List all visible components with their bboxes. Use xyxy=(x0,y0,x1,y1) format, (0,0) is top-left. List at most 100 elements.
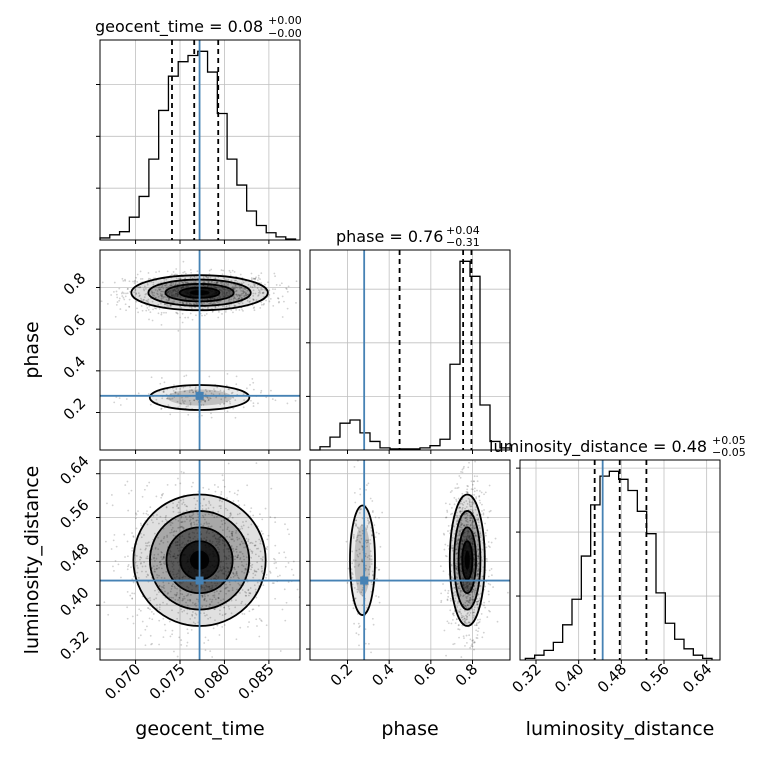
scatter-point xyxy=(483,509,485,511)
scatter-point xyxy=(143,296,146,299)
scatter-point xyxy=(188,516,191,518)
scatter-point xyxy=(245,556,248,559)
scatter-point xyxy=(247,538,250,541)
scatter-point xyxy=(257,291,260,294)
scatter-point xyxy=(209,397,212,400)
scatter-point xyxy=(364,552,367,555)
scatter-point xyxy=(468,583,470,586)
scatter-point xyxy=(478,527,481,530)
scatter-point xyxy=(211,588,213,591)
scatter-point xyxy=(226,548,228,550)
scatter-point xyxy=(196,519,198,522)
scatter-point xyxy=(189,277,192,279)
scatter-point xyxy=(260,619,262,622)
scatter-point xyxy=(234,555,237,558)
scatter-point xyxy=(194,389,197,392)
scatter-point xyxy=(366,545,369,548)
scatter-point xyxy=(138,294,141,297)
scatter-point xyxy=(221,542,224,545)
scatter-point xyxy=(361,560,364,563)
scatter-point xyxy=(471,643,473,646)
scatter-point xyxy=(153,291,155,294)
scatter-point xyxy=(176,273,179,276)
scatter-point xyxy=(167,285,170,288)
scatter-point xyxy=(135,293,138,296)
scatter-point xyxy=(230,392,233,395)
scatter-point xyxy=(252,576,255,579)
scatter-point xyxy=(226,410,229,413)
panel-frame xyxy=(99,39,301,241)
scatter-point xyxy=(153,532,156,535)
truth-marker xyxy=(195,391,204,400)
scatter-point xyxy=(159,515,162,518)
scatter-point xyxy=(446,599,449,602)
scatter-point xyxy=(129,594,132,597)
scatter-point xyxy=(370,560,373,563)
scatter-point xyxy=(162,391,165,393)
scatter-point xyxy=(456,487,459,490)
scatter-point xyxy=(456,557,458,560)
scatter-point xyxy=(455,511,458,514)
scatter-point xyxy=(252,298,255,301)
scatter-point xyxy=(178,535,181,538)
scatter-point xyxy=(200,606,202,609)
scatter-point xyxy=(453,496,456,499)
scatter-point xyxy=(215,281,218,284)
scatter-point xyxy=(176,295,179,298)
scatter-point xyxy=(162,295,165,298)
scatter-point xyxy=(462,603,465,606)
scatter-point xyxy=(245,291,247,294)
title-geocent-time-sup: +0.00 xyxy=(268,14,302,27)
scatter-point xyxy=(465,614,467,617)
scatter-point xyxy=(477,548,479,550)
scatter-point xyxy=(171,526,174,529)
scatter-point xyxy=(172,555,175,558)
scatter-point xyxy=(201,303,204,306)
scatter-point xyxy=(141,309,144,312)
scatter-point xyxy=(473,532,476,535)
scatter-point xyxy=(470,538,473,541)
scatter-point xyxy=(137,392,140,395)
scatter-point xyxy=(254,277,257,280)
scatter-point xyxy=(463,531,466,534)
scatter-point xyxy=(459,611,462,613)
scatter-point xyxy=(469,621,471,624)
scatter-point xyxy=(181,576,184,579)
scatter-point xyxy=(473,560,476,563)
scatter-point xyxy=(244,594,247,597)
scatter-point xyxy=(472,548,475,551)
scatter-point xyxy=(371,617,374,620)
scatter-point xyxy=(154,547,157,550)
scatter-point xyxy=(213,608,216,611)
scatter-point xyxy=(246,484,249,487)
scatter-point xyxy=(220,491,223,493)
scatter-point xyxy=(175,593,178,596)
scatter-point xyxy=(241,527,244,530)
scatter-point xyxy=(229,402,232,405)
scatter-point xyxy=(149,278,152,280)
scatter-point xyxy=(180,287,183,290)
scatter-point xyxy=(226,567,229,570)
scatter-point xyxy=(238,286,241,289)
scatter-point xyxy=(214,544,217,547)
scatter-point xyxy=(156,604,158,606)
scatter-point xyxy=(250,507,253,510)
scatter-point xyxy=(358,530,361,533)
scatter-point xyxy=(486,560,488,563)
scatter-point xyxy=(219,389,222,392)
scatter-point xyxy=(131,549,134,552)
scatter-point xyxy=(118,299,121,302)
scatter-point xyxy=(168,299,170,302)
scatter-point xyxy=(147,513,149,516)
scatter-point xyxy=(352,607,355,610)
scatter-point xyxy=(178,543,181,546)
scatter-point xyxy=(203,581,206,584)
scatter-point xyxy=(223,606,226,609)
density-level xyxy=(354,524,371,596)
scatter-point xyxy=(477,562,479,565)
scatter-point xyxy=(160,297,163,300)
scatter-point xyxy=(169,393,172,395)
scatter-point xyxy=(176,294,179,297)
title-luminosity-distance-sup: +0.05 xyxy=(712,434,746,447)
scatter-point xyxy=(172,534,175,537)
